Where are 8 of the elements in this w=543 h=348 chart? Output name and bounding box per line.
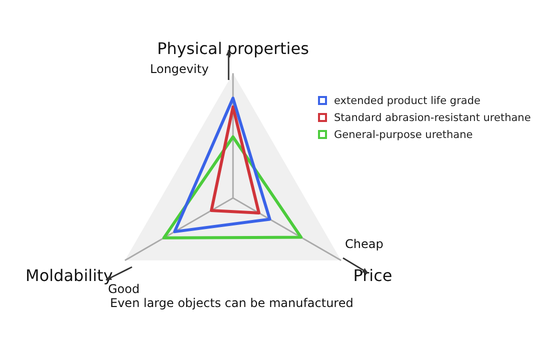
text: Even large objects can be manufactured [110, 296, 354, 310]
spoke-label: Physical properties [157, 38, 309, 58]
spoke-label: Price [353, 266, 392, 286]
text: Longevity [150, 62, 209, 76]
legend-label: extended product life grade [334, 94, 480, 106]
legend-label: Standard abrasion-resistant urethane [334, 112, 531, 124]
legend-label: General-purpose urethane [334, 128, 473, 140]
text: Cheap [345, 237, 384, 251]
